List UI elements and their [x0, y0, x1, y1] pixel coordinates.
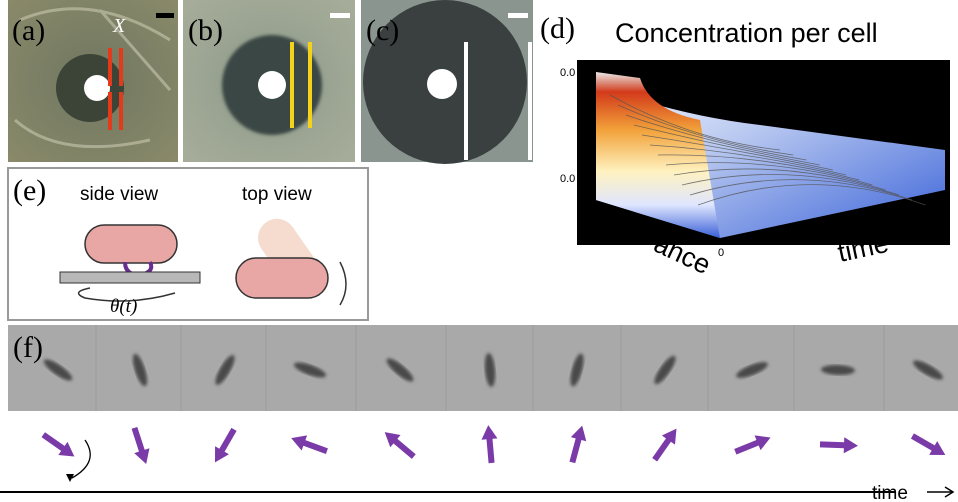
angle-label: θ(t)	[110, 296, 137, 317]
timelapse-strip	[8, 325, 958, 411]
drop-a	[84, 75, 110, 101]
orientation-arrow	[127, 425, 154, 466]
orientation-arrow	[208, 425, 241, 466]
scale-bar	[330, 13, 350, 18]
orientation-arrow	[380, 426, 419, 463]
orientation-arrow	[565, 424, 590, 465]
arrow-shaft	[489, 435, 491, 463]
cell	[236, 258, 328, 298]
arrow-shaft	[43, 435, 66, 451]
arrow-shaft	[134, 428, 143, 455]
arrow-shaft	[655, 437, 671, 460]
arrow-shaft	[301, 442, 327, 452]
time-label: time	[872, 483, 908, 502]
plot-title: Concentration per cell	[615, 18, 878, 48]
tick-label: 0	[718, 247, 724, 259]
rotation-arrow	[340, 262, 346, 305]
orientation-arrow	[39, 428, 79, 463]
orientation-arrow	[288, 431, 329, 459]
panel-label: (f)	[13, 331, 43, 364]
surface-plate	[60, 272, 200, 283]
arrow-head	[134, 448, 154, 466]
panel-label: (e)	[13, 174, 46, 207]
arrow-shaft	[392, 439, 413, 457]
panel-label: (c)	[366, 14, 399, 47]
arrow-shaft	[820, 444, 848, 445]
arrow-head	[755, 430, 774, 450]
scale-bar	[156, 13, 174, 18]
arrow-head	[288, 431, 307, 451]
orientation-arrow	[908, 429, 949, 462]
panel-label: (a)	[12, 14, 45, 47]
arrow-shaft	[735, 441, 761, 451]
scale-bar	[508, 13, 528, 18]
marker-label: X	[112, 15, 126, 37]
arrow-shaft	[912, 436, 936, 450]
arrow-head	[844, 437, 859, 453]
panel-label: (b)	[188, 14, 223, 47]
orientation-arrow	[480, 424, 499, 463]
drop-b	[258, 71, 286, 99]
orientation-arrow	[648, 424, 683, 464]
arrow-head	[480, 424, 497, 439]
drop-c	[427, 69, 457, 99]
orientation-arrow	[732, 430, 773, 459]
tick-label: 0.0	[560, 67, 575, 79]
arrow-shaft	[572, 435, 579, 462]
orientation-arrow	[820, 436, 859, 453]
rotation-arrow	[72, 440, 90, 478]
view-label: top view	[242, 184, 312, 205]
figure: (a) X (b) (c) (d) Concentration per cell 0.0 0.…	[0, 0, 958, 502]
arrow-head	[571, 424, 590, 442]
tick-label: 0.0	[560, 173, 575, 185]
view-label: side view	[80, 184, 158, 205]
cell	[85, 225, 177, 263]
arrow-shaft	[220, 429, 234, 453]
panel-label: (d)	[540, 12, 575, 45]
